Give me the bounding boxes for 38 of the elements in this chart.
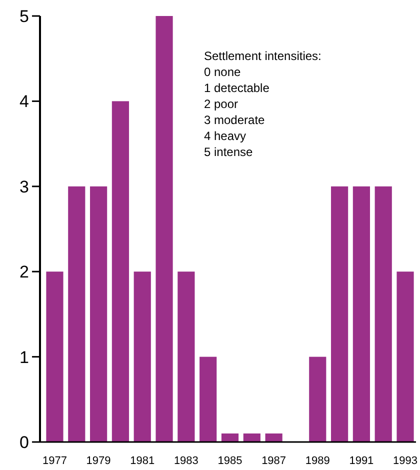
y-tick-label: 1 (20, 348, 29, 367)
y-tick-label: 3 (20, 177, 29, 196)
x-tick-label: 1983 (174, 455, 198, 467)
bar (396, 272, 414, 442)
y-tick-label: 4 (20, 92, 29, 112)
bar (156, 16, 173, 442)
bar (200, 356, 217, 442)
y-tick-label: 2 (20, 262, 29, 282)
x-tick-label: 1981 (130, 455, 155, 467)
annotation: 2 poor (204, 97, 238, 111)
bar (330, 186, 348, 442)
bar (90, 186, 108, 442)
y-tick-label: 5 (20, 6, 29, 26)
annotation: 0 none (204, 65, 242, 79)
x-tick-label: 1977 (42, 455, 67, 467)
bar (221, 433, 239, 442)
bar (46, 272, 64, 442)
annotation: Settlement intensities: (204, 49, 322, 63)
annotation: 4 heavy (204, 129, 246, 143)
annotation: 5 intense (204, 145, 254, 159)
bar (265, 433, 282, 442)
bar (68, 186, 86, 442)
x-tick-label: 1985 (218, 455, 242, 467)
x-tick-label: 1987 (262, 455, 286, 467)
annotation: 3 moderate (204, 113, 266, 127)
y-tick-label: 0 (20, 432, 29, 452)
x-tick-label: 1979 (86, 455, 111, 467)
bar (352, 186, 370, 442)
x-tick-label: 1991 (349, 455, 374, 467)
bar (309, 356, 326, 442)
bar (134, 272, 151, 442)
bar (178, 272, 195, 442)
bar (243, 433, 260, 442)
bar (374, 186, 392, 442)
x-tick-label: 1989 (305, 455, 330, 467)
annotation: 1 detectable (204, 81, 270, 95)
x-tick-label: 1993 (393, 455, 418, 467)
bar (112, 101, 130, 442)
